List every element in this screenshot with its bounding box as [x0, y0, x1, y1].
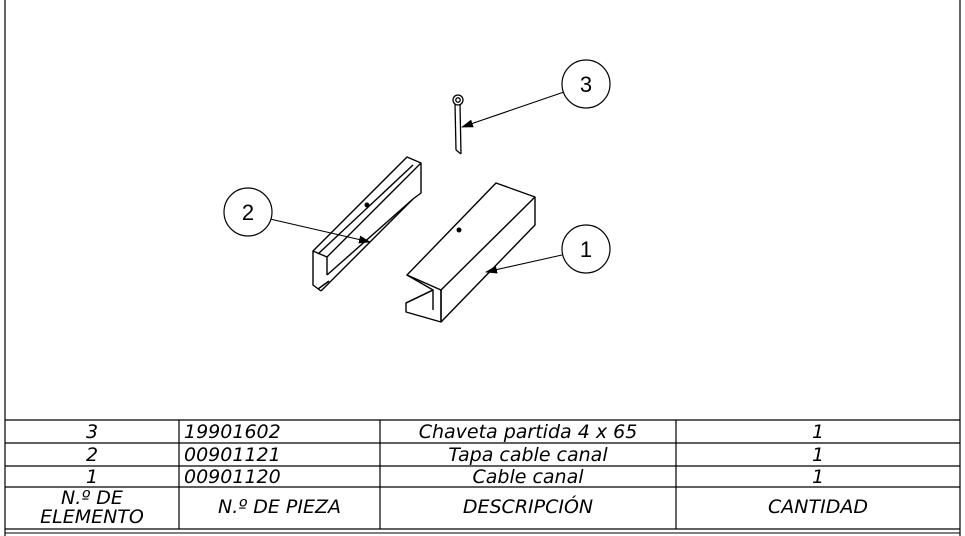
balloon-3: 3: [561, 59, 611, 109]
header-description: DESCRIPCIÓN: [462, 496, 594, 518]
bom-row-part: 00901120: [184, 466, 281, 488]
bom-row-description: Tapa cable canal: [448, 444, 608, 466]
cable-channel-part: [405, 182, 536, 323]
bom-row-qty: 1: [811, 444, 825, 466]
balloon-2: 2: [223, 187, 273, 237]
header-item-line1: N.º DE: [61, 487, 123, 509]
balloon-3-number: 3: [580, 72, 592, 97]
bom-table-grid: [5, 419, 960, 534]
bom-row-description: Chaveta partida 4 x 65: [418, 421, 638, 443]
bom-row-item: 3: [85, 421, 99, 443]
cable-cover-part: [312, 156, 422, 292]
bom-row-part: 00901121: [184, 444, 281, 466]
split-pin-part: [452, 94, 464, 155]
header-item: N.º DE ELEMENTO: [5, 489, 179, 527]
header-qty: CANTIDAD: [768, 496, 868, 518]
header-part: N.º DE PIEZA: [218, 496, 341, 518]
bom-row-part: 19901602: [184, 421, 281, 443]
header-item-line2: ELEMENTO: [40, 506, 144, 528]
bom-row-item: 2: [85, 444, 99, 466]
balloon-2-number: 2: [242, 200, 254, 225]
sheet-border: [4, 0, 961, 536]
bom-row-item: 1: [85, 466, 99, 488]
balloon-1: 1: [561, 224, 611, 274]
balloon-leaders: [269, 91, 565, 274]
bom-row-qty: 1: [811, 421, 825, 443]
balloon-1-number: 1: [580, 237, 592, 262]
bom-row-description: Cable canal: [472, 466, 584, 488]
bom-row-qty: 1: [811, 466, 825, 488]
